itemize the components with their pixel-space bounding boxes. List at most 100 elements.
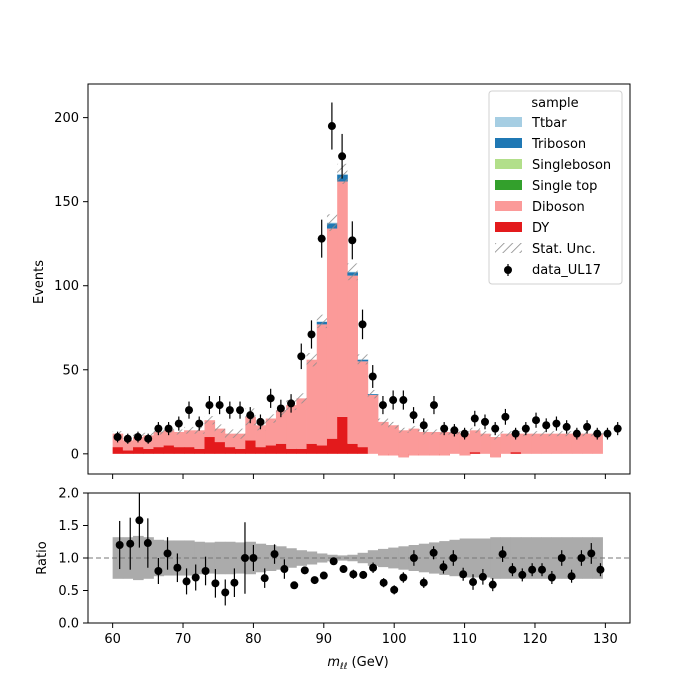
legend-item-dy: DY <box>495 221 549 236</box>
data-point <box>246 411 255 420</box>
data-point <box>164 424 173 433</box>
bar-diboson <box>510 433 522 453</box>
ratio-band-bin <box>337 555 348 561</box>
bar-diboson <box>551 433 563 454</box>
ratio-point <box>143 539 152 548</box>
data-point <box>327 122 336 131</box>
data-point <box>572 429 581 438</box>
data-point <box>276 404 285 413</box>
ratio-point <box>528 565 537 574</box>
ratio-point <box>488 580 497 589</box>
ratio-band-bin <box>112 537 124 579</box>
data-point <box>205 401 214 410</box>
bar-diboson <box>326 228 338 439</box>
stat-unc-bin <box>316 314 327 329</box>
bar-dy <box>153 447 165 454</box>
bar-dy <box>184 447 195 454</box>
bar-dy <box>122 450 134 454</box>
ratio-point <box>339 565 348 574</box>
ratio-y-ticks: 0.0 0.5 1.0 1.5 2.0 <box>58 487 88 632</box>
stat-unc-bin <box>296 393 307 404</box>
stat-unc-bin <box>173 429 185 435</box>
data-point <box>317 234 326 243</box>
ratio-point <box>449 554 458 562</box>
bar-diboson <box>469 430 481 453</box>
ratio-point <box>280 565 289 574</box>
ratio-x-tick-label: 100 <box>382 632 407 647</box>
ratio-point <box>469 578 478 587</box>
x-axis-label-subscript: ℓℓ <box>339 662 347 672</box>
bar-diboson <box>531 433 542 454</box>
legend-swatch-singleboson <box>495 159 522 169</box>
bar-diboson <box>245 416 256 441</box>
ratio-band-bin <box>378 548 389 568</box>
legend-marker-data <box>504 266 512 274</box>
ratio-point <box>126 539 135 548</box>
legend-swatch-diboson <box>495 201 522 211</box>
ratio-point <box>577 554 586 562</box>
bar-diboson <box>480 433 491 454</box>
ratio-x-tick-label: 60 <box>104 632 121 647</box>
ratio-band-bin <box>296 550 307 566</box>
ratio-point <box>135 516 144 525</box>
data-point <box>470 414 479 423</box>
ratio-band-bin <box>480 538 491 578</box>
stat-unc-bin <box>469 427 481 433</box>
bar-diboson <box>388 425 399 456</box>
legend: sample Ttbar Triboson Singleboson Single… <box>488 90 623 285</box>
ratio-x-tick-label: 90 <box>316 632 333 647</box>
bar-dy <box>224 447 236 454</box>
ratio-point <box>230 578 239 587</box>
legend-item-ttbar: Ttbar <box>495 116 567 131</box>
stat-unc-bin <box>367 389 379 399</box>
bar-diboson <box>408 428 420 456</box>
ratio-point <box>163 549 172 558</box>
main-y-tick-label: 50 <box>62 363 79 378</box>
data-point <box>389 396 398 405</box>
data-point <box>225 406 234 415</box>
stat-unc-bin <box>541 431 552 437</box>
ratio-point <box>300 566 309 575</box>
bar-diboson <box>265 418 277 446</box>
ratio-point <box>596 565 605 574</box>
main-x-ticks <box>112 474 606 479</box>
bar-diboson <box>541 433 552 454</box>
ratio-point <box>240 554 249 562</box>
bar-dy <box>173 447 185 454</box>
main-y-tick-label: 150 <box>54 195 79 210</box>
legend-swatch-ttbar <box>495 117 522 127</box>
ratio-band-bin <box>367 550 379 566</box>
data-point <box>532 416 541 425</box>
bar-diboson <box>582 433 593 454</box>
ratio-band-bin <box>592 537 603 579</box>
data-point <box>185 406 194 415</box>
ratio-point <box>390 585 399 594</box>
bar-dy <box>275 443 287 454</box>
data-point <box>460 429 469 438</box>
x-axis-label: mℓℓ (GeV) <box>327 655 388 672</box>
bar-dy <box>286 448 297 454</box>
ratio-panel: 60 70 80 90 100 110 120 130 0.0 0.5 1.0 1.5 2.0 Rat… <box>35 487 631 672</box>
bar-dy <box>306 443 318 454</box>
legend-swatch-stat-unc <box>495 243 522 253</box>
data-point <box>113 433 122 442</box>
stat-unc-bin <box>204 416 215 425</box>
stat-unc-bin <box>214 424 225 433</box>
ratio-band-bin <box>561 537 573 579</box>
bar-diboson <box>204 420 216 438</box>
ratio-band-bin <box>265 545 277 571</box>
bar-dy <box>235 448 246 454</box>
main-y-tick-label: 100 <box>54 279 79 294</box>
bar-dy <box>214 442 226 454</box>
legend-label-single-top: Single top <box>532 179 597 194</box>
ratio-point <box>429 548 438 557</box>
legend-item-stat-unc: Stat. Unc. <box>495 242 596 257</box>
ratio-y-tick-label: 0.0 <box>58 617 79 632</box>
stat-unc-bin <box>500 431 511 437</box>
data-point <box>297 352 306 361</box>
data-point <box>593 429 602 438</box>
stat-unc-bin <box>429 429 440 435</box>
legend-item-singleboson: Singleboson <box>495 158 611 173</box>
ratio-point <box>459 570 468 579</box>
ratio-band-bin <box>306 551 318 565</box>
